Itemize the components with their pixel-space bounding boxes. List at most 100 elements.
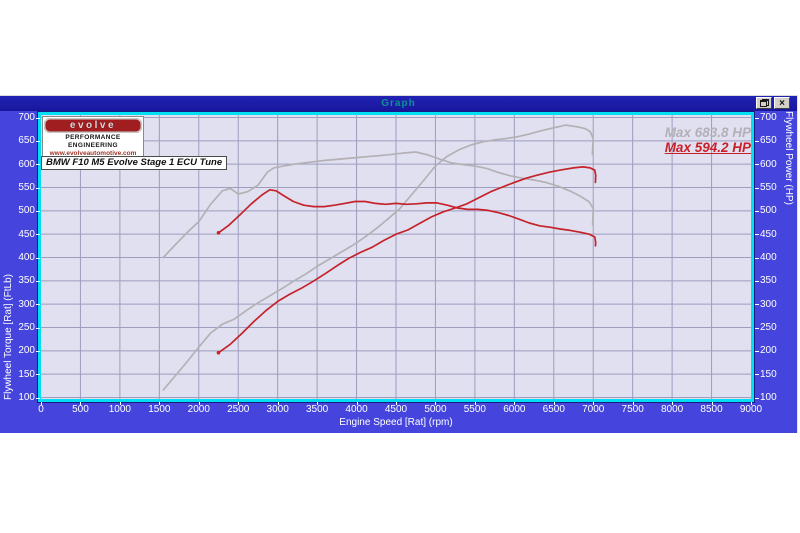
y-tick-label-left: 300 [18,298,35,310]
x-tick-label: 8500 [700,404,723,415]
evolve-logo-band: evolve [44,118,142,133]
x-tick-label: 2500 [227,404,250,415]
x-tick-label: 9000 [739,404,763,415]
window-title: Graph [381,98,416,109]
x-tick-label: 4500 [384,404,408,415]
y-tick-mark-left [36,234,40,236]
y-tick-label-left: 200 [18,345,35,357]
x-tick-mark [41,402,42,405]
x-tick-mark [435,402,437,405]
y-tick-label-right: 200 [760,345,777,357]
x-tick-mark [317,402,319,405]
close-button[interactable]: × [774,97,790,109]
y-tick-mark-right [755,280,759,282]
y-tick-mark-right [755,374,759,376]
x-tick-label: 3500 [305,404,329,415]
restore-icon [759,99,769,107]
x-tick-label: 4000 [345,404,368,415]
evolve-logo-subtitle: PERFORMANCE ENGINEERING [65,134,121,149]
x-tick-mark [672,402,674,405]
y-tick-mark-right [755,350,759,352]
y-tick-label-left: 250 [18,322,35,333]
run-description-label: BMW F10 M5 Evolve Stage 1 ECU Tune [41,156,228,170]
y-tick-label-right: 100 [760,392,777,403]
y-tick-mark-left [36,140,40,142]
y-tick-label-left: 450 [18,228,35,240]
y-tick-label-right: 500 [760,205,777,217]
y-tick-mark-right [755,327,759,329]
x-tick-mark [632,402,634,405]
y-tick-label-right: 650 [760,135,777,147]
run-b-power-hp-start-marker [216,350,221,355]
y-tick-mark-left [36,187,40,189]
x-tick-mark [198,402,200,405]
run-b-torque-ftlb-start-marker [216,230,221,235]
x-tick-mark [277,402,279,405]
y-tick-mark-right [755,140,759,142]
y-tick-label-left: 600 [18,158,35,170]
y-tick-mark-right [755,234,759,236]
y-tick-label-right: 150 [760,368,777,380]
run-b-power-hp [217,166,597,354]
x-tick-label: 2000 [187,404,210,415]
y-tick-mark-left [36,374,40,376]
x-tick-label: 5000 [424,404,447,415]
legend-max-power-run-a: Max 683.8 HP [664,125,751,140]
y-tick-mark-right [755,397,759,399]
y-tick-mark-right [755,164,759,166]
y-tick-mark-left [36,304,40,306]
x-tick-mark [553,402,555,405]
x-tick-mark [238,402,240,405]
x-tick-label: 500 [72,404,89,415]
x-tick-label: 1000 [108,404,131,415]
legend: Max 683.8 HP Max 594.2 HP [665,125,751,155]
y-tick-label-right: 550 [760,182,777,193]
x-tick-label: 7500 [621,404,644,415]
x-tick-mark [159,402,161,405]
evolve-logo-text: evolve [69,120,117,131]
x-tick-label: 7000 [582,404,605,415]
x-tick-label: 1500 [148,404,171,415]
graph-window: Graph × Flywheel Torque [Rat] (FtLb) Fly… [0,95,798,433]
y-tick-label-left: 150 [18,368,35,380]
y-tick-label-left: 100 [18,392,35,403]
y-tick-mark-right [755,257,759,259]
y-tick-label-left: 350 [18,275,35,287]
x-tick-label: 3000 [266,404,289,415]
legend-max-power-run-b: Max 594.2 HP [664,140,751,155]
y-tick-mark-left [36,117,40,119]
y-tick-label-left: 500 [18,205,35,217]
y-tick-mark-right [755,187,759,189]
y-tick-mark-left [36,210,40,212]
y-tick-label-left: 700 [18,112,35,123]
y-axis-title-right: Flywheel Power (HP) [783,111,794,205]
x-tick-mark [396,402,397,405]
x-tick-mark [593,402,595,405]
window-titlebar[interactable]: Graph × [0,96,797,111]
chart-body: Flywheel Torque [Rat] (FtLb) Flywheel Po… [0,111,797,432]
y-tick-label-left: 650 [18,135,35,147]
y-tick-label-right: 350 [760,275,777,287]
y-tick-mark-right [755,304,759,306]
y-tick-mark-left [36,280,40,282]
x-tick-mark [356,402,358,405]
x-tick-label: 5500 [463,404,486,415]
x-axis-title: Engine Speed [Rat] (rpm) [339,417,453,428]
y-tick-mark-right [755,210,759,212]
y-tick-mark-left [36,327,40,329]
y-tick-label-left: 400 [18,252,35,263]
y-tick-mark-left [36,164,40,166]
y-tick-label-right: 600 [760,158,777,170]
y-tick-label-right: 450 [760,228,777,240]
y-tick-label-right: 300 [760,298,777,310]
y-tick-mark-left [36,397,40,399]
y-tick-label-left: 550 [18,182,35,193]
y-tick-mark-right [755,117,759,119]
x-tick-mark [474,402,476,405]
x-tick-mark [711,402,713,405]
restore-button[interactable] [756,97,772,109]
y-tick-label-right: 250 [760,322,777,333]
run-b-torque-ftlb [217,188,597,247]
y-tick-mark-left [36,350,40,352]
